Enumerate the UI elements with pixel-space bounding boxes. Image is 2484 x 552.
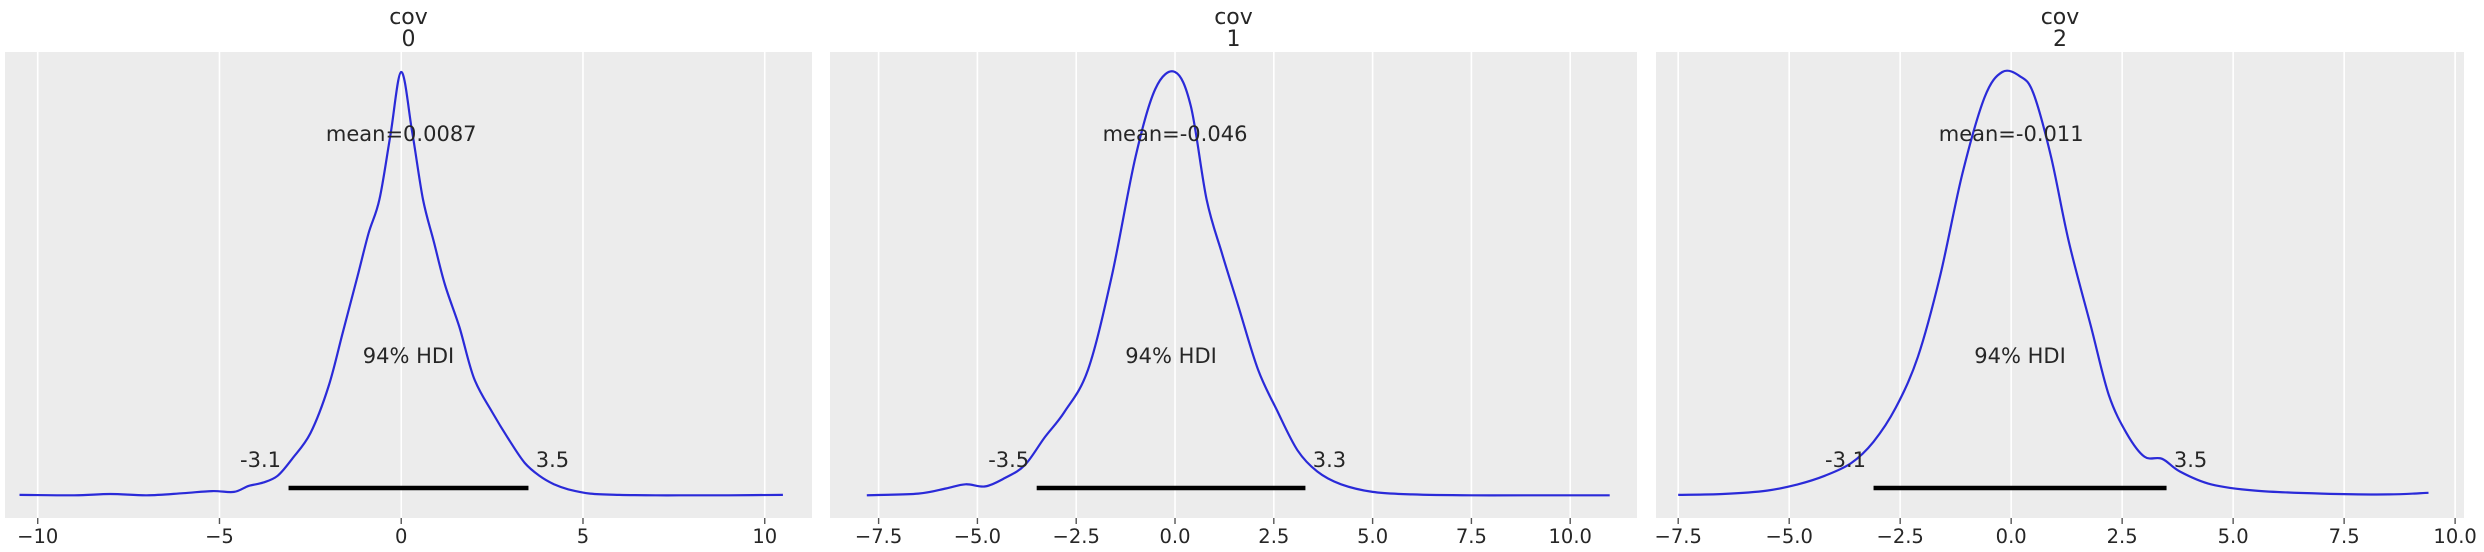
x-tick-label: 10 bbox=[752, 525, 777, 548]
hdi-high-label: 3.5 bbox=[536, 448, 569, 472]
x-tick-label: −10 bbox=[17, 525, 58, 548]
x-tick-label: 0.0 bbox=[1160, 525, 1191, 548]
axes-background bbox=[830, 52, 1637, 518]
hdi-low-label: -3.1 bbox=[1825, 448, 1866, 472]
hdi-low-label: -3.5 bbox=[988, 448, 1029, 472]
panel-subtitle: 1 bbox=[1227, 27, 1241, 52]
mean-label: mean=-0.046 bbox=[1103, 122, 1248, 146]
density-curve bbox=[1678, 69, 2429, 496]
x-tick-label: −7.5 bbox=[855, 525, 902, 548]
x-tick-label: 10.0 bbox=[2433, 525, 2476, 548]
x-tick-label: −7.5 bbox=[1655, 525, 1702, 548]
x-tick-label: 2.5 bbox=[2107, 525, 2138, 548]
x-tick-label: 7.5 bbox=[2329, 525, 2360, 548]
mean-label: mean=-0.011 bbox=[1939, 122, 2084, 146]
x-tick-label: −5.0 bbox=[1766, 525, 1813, 548]
x-tick-label: 10.0 bbox=[1549, 525, 1592, 548]
x-tick-label: 5.0 bbox=[1357, 525, 1388, 548]
x-tick-label: −2.5 bbox=[1876, 525, 1923, 548]
density-curve bbox=[19, 70, 783, 497]
hdi-high-label: 3.5 bbox=[2174, 448, 2207, 472]
panel-subtitle: 2 bbox=[2053, 27, 2067, 52]
panel-title: cov bbox=[389, 5, 428, 30]
hdi-label: 94% HDI bbox=[1125, 344, 1217, 368]
hdi-label: 94% HDI bbox=[1974, 344, 2066, 368]
x-tick-label: 5 bbox=[577, 525, 589, 548]
x-tick-label: 7.5 bbox=[1456, 525, 1487, 548]
x-tick-label: 5.0 bbox=[2218, 525, 2249, 548]
hdi-label: 94% HDI bbox=[363, 344, 455, 368]
x-tick-label: 2.5 bbox=[1258, 525, 1289, 548]
axes-background bbox=[1656, 52, 2464, 518]
axes-background bbox=[5, 52, 812, 518]
x-tick-label: −2.5 bbox=[1053, 525, 1100, 548]
x-tick-label: −5.0 bbox=[954, 525, 1001, 548]
panel-title: cov bbox=[2041, 5, 2080, 30]
hdi-low-label: -3.1 bbox=[240, 448, 281, 472]
density-curve bbox=[866, 70, 1610, 497]
x-tick-label: 0 bbox=[395, 525, 407, 548]
panel-title: cov bbox=[1214, 5, 1253, 30]
mean-label: mean=0.0087 bbox=[326, 122, 477, 146]
panel-subtitle: 0 bbox=[402, 27, 416, 52]
x-tick-label: −5 bbox=[205, 525, 234, 548]
x-tick-label: 0.0 bbox=[1996, 525, 2027, 548]
hdi-high-label: 3.3 bbox=[1313, 448, 1346, 472]
